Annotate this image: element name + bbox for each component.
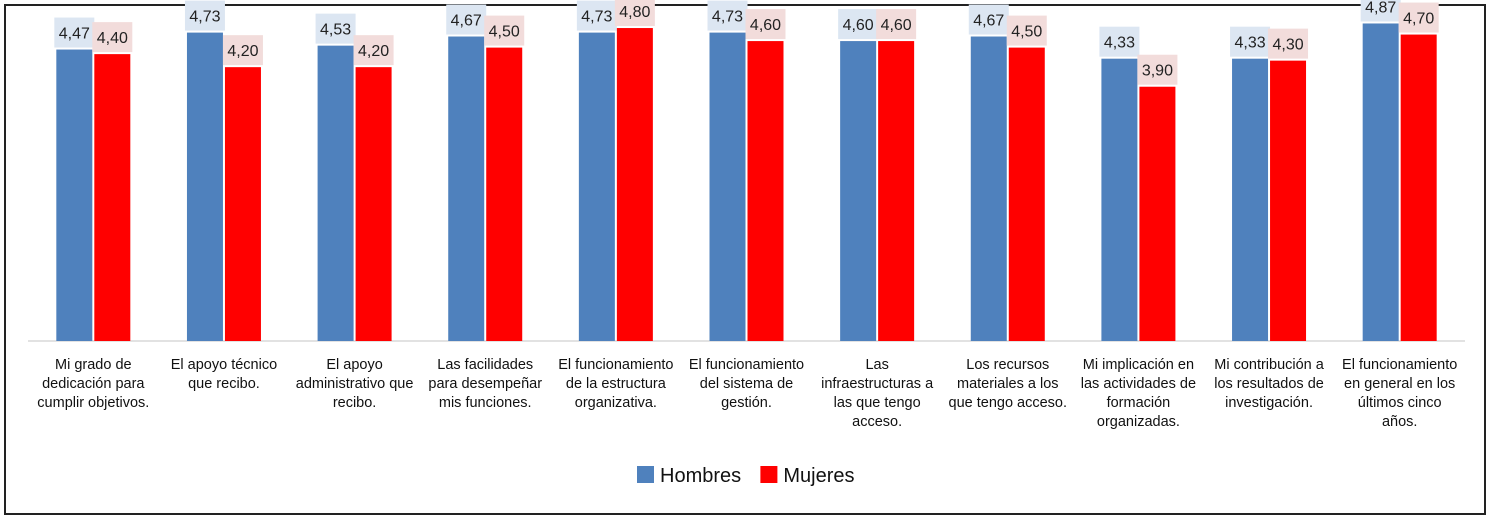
data-label-bg bbox=[876, 9, 917, 40]
data-label-bg bbox=[222, 35, 263, 66]
data-label: 4,40 bbox=[97, 30, 128, 47]
data-label: 4,67 bbox=[451, 13, 482, 30]
data-label-bg bbox=[1360, 0, 1401, 22]
bar-mujeres-9 bbox=[1139, 86, 1176, 341]
data-label-bg bbox=[353, 35, 394, 66]
data-label: 4,33 bbox=[1104, 35, 1135, 52]
data-label: 4,20 bbox=[358, 43, 389, 60]
bar-mujeres-1 bbox=[94, 54, 131, 342]
bar-hombres-7 bbox=[840, 41, 877, 342]
data-label: 4,87 bbox=[1365, 0, 1396, 16]
data-label: 4,30 bbox=[1272, 37, 1303, 54]
data-label-bg bbox=[1099, 26, 1140, 57]
data-label-bg bbox=[614, 0, 655, 27]
data-label-bg bbox=[1006, 15, 1047, 46]
data-label-bg bbox=[1230, 26, 1271, 57]
data-label: 4,53 bbox=[320, 22, 351, 39]
data-label-bg bbox=[184, 0, 225, 31]
data-label-bg bbox=[54, 17, 95, 48]
bar-mujeres-10 bbox=[1270, 60, 1307, 341]
data-label: 4,70 bbox=[1403, 11, 1434, 28]
legend-label-mujeres: Mujeres bbox=[783, 465, 854, 487]
data-label-bg bbox=[576, 0, 617, 31]
bar-hombres-5 bbox=[578, 32, 615, 341]
data-label: 4,50 bbox=[1011, 24, 1042, 41]
x-tick-label: El apoyo administrativo que recibo. bbox=[296, 357, 414, 411]
legend-swatch-mujeres bbox=[760, 466, 778, 483]
data-label-bg bbox=[745, 9, 786, 40]
data-label-bg bbox=[707, 0, 748, 31]
x-tick-label: El funcionamiento en general en los último… bbox=[1342, 357, 1457, 430]
data-label: 4,20 bbox=[227, 43, 258, 60]
data-label-bg bbox=[838, 9, 879, 40]
data-label-bg bbox=[315, 13, 356, 44]
bar-hombres-9 bbox=[1101, 58, 1138, 342]
x-tick-label: El apoyo técnico que recibo. bbox=[171, 357, 277, 392]
data-label-bg bbox=[1268, 28, 1309, 59]
data-label: 4,47 bbox=[59, 26, 90, 43]
x-tick-label: Los recursos materiales a los que tengo ac… bbox=[949, 357, 1068, 411]
bar-hombres-2 bbox=[186, 32, 223, 341]
bar-hombres-8 bbox=[970, 36, 1007, 342]
bar-mujeres-7 bbox=[878, 41, 915, 342]
data-label: 4,33 bbox=[1234, 35, 1265, 52]
x-tick-label: El funcionamiento de la estructura organiz… bbox=[558, 357, 673, 411]
data-label: 4,73 bbox=[189, 9, 220, 26]
bar-hombres-1 bbox=[56, 49, 93, 341]
x-tick-label: Mi implicación en las actividades de forma… bbox=[1081, 357, 1196, 430]
x-tick-label: Las facilidades para desempeñar mis funcio… bbox=[428, 357, 542, 411]
bar-mujeres-4 bbox=[486, 47, 523, 341]
bar-mujeres-5 bbox=[616, 28, 653, 341]
bar-hombres-10 bbox=[1232, 58, 1269, 342]
x-tick-label: El funcionamiento del sistema de gestión. bbox=[689, 357, 804, 411]
data-label: 4,73 bbox=[581, 9, 612, 26]
data-label-bg bbox=[92, 22, 133, 53]
bar-mujeres-11 bbox=[1400, 34, 1437, 342]
bar-hombres-6 bbox=[709, 32, 746, 341]
data-label-bg bbox=[1398, 2, 1439, 33]
data-label: 4,60 bbox=[843, 17, 874, 34]
bar-mujeres-2 bbox=[224, 67, 261, 341]
data-label: 4,60 bbox=[750, 17, 781, 34]
legend-swatch-hombres bbox=[637, 466, 654, 483]
data-label: 4,73 bbox=[712, 9, 743, 26]
bar-hombres-3 bbox=[317, 45, 354, 341]
data-label-bg bbox=[484, 15, 525, 46]
legend-label-hombres: Hombres bbox=[660, 465, 741, 487]
data-label: 4,67 bbox=[973, 13, 1004, 30]
x-tick-label: Mi contribución a los resultados de invest… bbox=[1214, 357, 1325, 411]
data-label-bg bbox=[1137, 54, 1178, 85]
data-label: 3,90 bbox=[1142, 63, 1173, 80]
data-label: 4,50 bbox=[489, 24, 520, 41]
bar-hombres-4 bbox=[448, 36, 485, 342]
data-label: 4,60 bbox=[881, 17, 912, 34]
bar-mujeres-3 bbox=[355, 67, 392, 341]
x-tick-label: Mi grado de dedicación para cumplir objeti… bbox=[37, 357, 149, 411]
bar-mujeres-8 bbox=[1008, 47, 1045, 341]
data-label-bg bbox=[446, 4, 487, 35]
bar-hombres-11 bbox=[1362, 23, 1399, 341]
data-label-bg bbox=[968, 4, 1009, 35]
data-label: 4,80 bbox=[619, 4, 650, 21]
bar-mujeres-6 bbox=[747, 41, 784, 342]
x-tick-label: Las infraestructuras a las que tengo acceso… bbox=[821, 357, 934, 430]
